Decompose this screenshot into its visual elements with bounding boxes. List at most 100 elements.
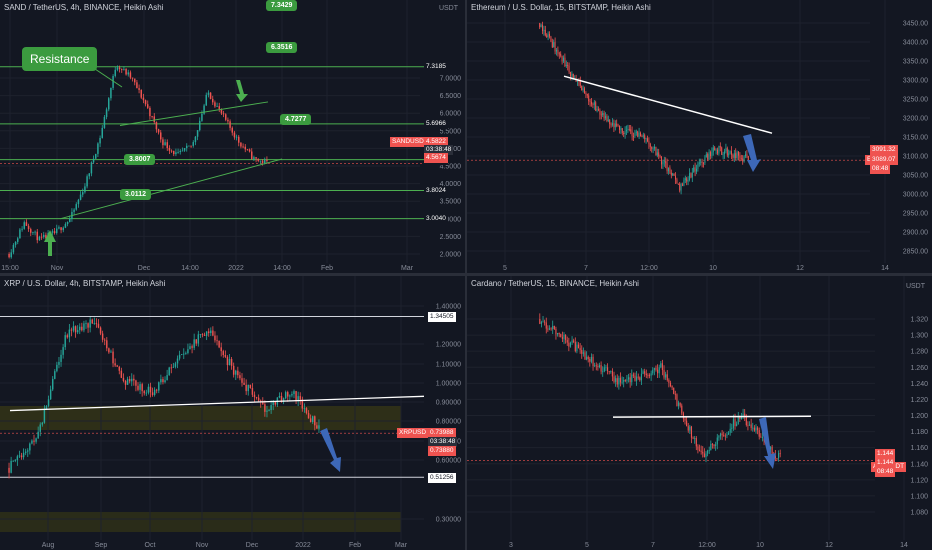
ada-candle bbox=[544, 321, 546, 323]
eth-candle bbox=[638, 132, 640, 137]
xrp-xtick: Oct bbox=[145, 542, 156, 549]
eth-ytick: 2900.00 bbox=[903, 230, 928, 237]
eth-candle bbox=[607, 119, 609, 121]
ada-ytick: 1.280 bbox=[910, 349, 928, 356]
sand-candle bbox=[153, 116, 156, 123]
eth-candle bbox=[698, 162, 700, 164]
ada-candle bbox=[571, 340, 573, 343]
sand-candle bbox=[229, 121, 231, 128]
xrp-candle bbox=[297, 396, 299, 401]
eth-xtick: 14 bbox=[881, 265, 889, 272]
ada-candle bbox=[542, 321, 544, 323]
ada-candle bbox=[639, 377, 641, 381]
eth-candle bbox=[592, 104, 594, 106]
xrp-level-tag: 1.34505 bbox=[428, 311, 456, 322]
ada-candle bbox=[689, 426, 691, 431]
ada-ytick: 1.140 bbox=[910, 461, 928, 468]
eth-candle bbox=[584, 88, 585, 93]
ada-candle bbox=[697, 446, 699, 450]
xrp-candle bbox=[212, 330, 214, 336]
xrp-candle bbox=[135, 380, 137, 386]
xrp-candle bbox=[79, 326, 81, 331]
eth-candle bbox=[598, 108, 599, 111]
xrp-xtick: Nov bbox=[196, 542, 209, 549]
xrp-candle bbox=[235, 370, 237, 375]
xrp-candle bbox=[280, 396, 283, 402]
sand-price-tag: 4.5822 bbox=[424, 137, 448, 147]
ada-ytick: 1.160 bbox=[910, 445, 928, 452]
ada-xtick: 7 bbox=[651, 542, 655, 549]
sand-candle bbox=[58, 227, 60, 229]
eth-chart-canvas[interactable]: 3450.00 3400.00 3350.00 3300.00 3250.00 3200.… bbox=[467, 0, 932, 273]
sand-chart-pane[interactable]: 7.00006.50006.00005.50005.00004.50004.00… bbox=[0, 0, 465, 273]
xrp-candle bbox=[74, 326, 77, 333]
ada-xtick: 10 bbox=[756, 542, 764, 549]
sand-candle bbox=[53, 231, 56, 233]
sand-candle bbox=[248, 149, 251, 152]
resistance-label: Resistance bbox=[22, 47, 98, 71]
sand-ytick: 6.5000 bbox=[440, 93, 462, 100]
ada-candle bbox=[582, 352, 584, 354]
eth-ytick: 3300.00 bbox=[903, 78, 928, 85]
xrp-chart-canvas[interactable]: 1.40000 1.20000 1.10000 1.00000 0.90000 0.800… bbox=[0, 276, 465, 550]
sand-candle bbox=[107, 98, 110, 110]
sand-candle bbox=[114, 69, 117, 76]
eth-candle bbox=[745, 154, 746, 157]
xrp-symbol-tag: XRPUSD bbox=[397, 428, 429, 438]
ada-candle bbox=[745, 415, 747, 426]
eth-candle bbox=[675, 175, 676, 180]
sand-candle bbox=[203, 105, 205, 114]
ada-candle bbox=[723, 435, 725, 437]
ada-candle bbox=[744, 413, 746, 416]
eth-candle bbox=[696, 168, 697, 172]
ada-candle bbox=[626, 379, 628, 381]
eth-candle bbox=[549, 34, 550, 37]
ada-ytick: 1.120 bbox=[910, 477, 928, 484]
xrp-candle bbox=[97, 323, 100, 328]
ada-candle bbox=[615, 378, 617, 382]
ada-candle bbox=[703, 453, 705, 458]
xrp-candle bbox=[307, 413, 310, 419]
eth-candle bbox=[553, 42, 555, 48]
ada-chart-pane[interactable]: 1.320 1.300 1.280 1.260 1.240 1.220 1.200 1.180… bbox=[467, 276, 932, 550]
ada-candle bbox=[611, 371, 613, 377]
xrp-candle bbox=[257, 397, 260, 401]
xrp-candle bbox=[311, 416, 314, 422]
ada-close-tag: 1.144 bbox=[875, 458, 896, 468]
eth-chart-pane[interactable]: 3450.00 3400.00 3350.00 3300.00 3250.00 3200.… bbox=[467, 0, 932, 273]
xrp-candle bbox=[133, 378, 135, 381]
sand-down-arrow bbox=[236, 80, 248, 102]
xrp-candle bbox=[203, 334, 206, 336]
xrp-chart-pane[interactable]: 1.40000 1.20000 1.10000 1.00000 0.90000 0.800… bbox=[0, 276, 465, 550]
sand-candle bbox=[97, 143, 99, 154]
sand-candle bbox=[38, 236, 41, 241]
eth-ytick: 3100.00 bbox=[903, 154, 928, 161]
ada-candle bbox=[605, 367, 607, 369]
eth-candle bbox=[588, 95, 590, 102]
sand-candle bbox=[129, 72, 132, 78]
xrp-candle bbox=[318, 425, 320, 429]
ada-candle bbox=[613, 376, 615, 382]
eth-candle bbox=[736, 151, 738, 159]
sand-candle bbox=[19, 229, 21, 239]
sand-candle bbox=[55, 228, 58, 233]
sand-candle bbox=[246, 149, 249, 151]
ada-candle bbox=[581, 350, 583, 354]
sand-xtick: 14:00 bbox=[273, 265, 291, 272]
xrp-candle bbox=[245, 384, 247, 392]
sand-chart-canvas[interactable]: 7.00006.50006.00005.50005.00004.50004.00… bbox=[0, 0, 465, 273]
ada-candle bbox=[589, 358, 591, 362]
xrp-xtick: Mar bbox=[395, 542, 408, 549]
ada-candle bbox=[576, 344, 578, 352]
xrp-candle bbox=[287, 392, 289, 397]
eth-candle bbox=[686, 178, 688, 182]
xrp-ytick: 0.30000 bbox=[436, 517, 461, 524]
horizontal-divider[interactable] bbox=[0, 273, 932, 276]
sand-candle bbox=[75, 204, 78, 210]
ada-candle bbox=[552, 325, 554, 329]
ada-unit-label: USDT bbox=[906, 283, 926, 290]
ada-candle bbox=[661, 363, 663, 371]
sand-candle bbox=[64, 224, 67, 228]
ada-chart-canvas[interactable]: 1.320 1.300 1.280 1.260 1.240 1.220 1.200 1.180… bbox=[467, 276, 932, 550]
sand-candle bbox=[131, 77, 134, 79]
